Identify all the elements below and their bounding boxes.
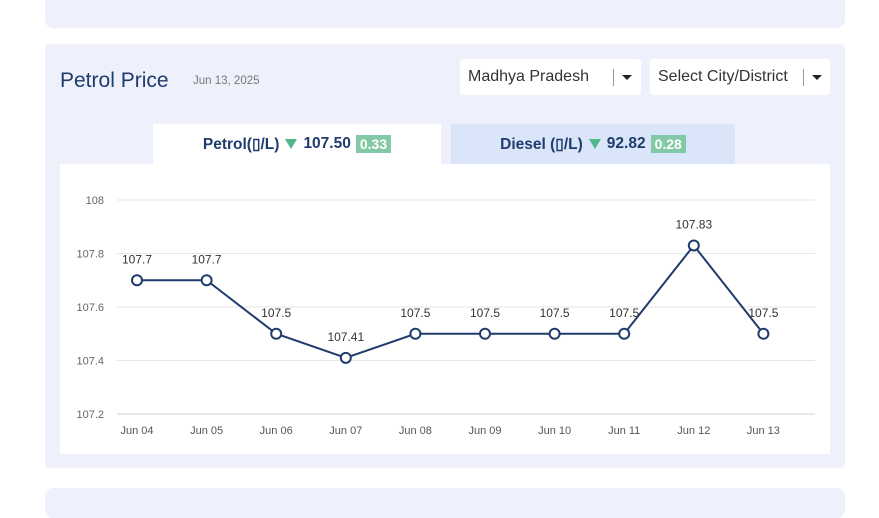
x-tick-label: Jun 08 (399, 425, 432, 437)
petrol-price: 107.50 (303, 135, 351, 152)
y-tick-label: 107.8 (76, 249, 104, 261)
tab-diesel[interactable]: Diesel (▯/L) 92.82 0.28 (451, 124, 735, 164)
x-tick-label: Jun 13 (747, 425, 780, 437)
series-line (137, 243, 765, 359)
data-point (409, 327, 422, 340)
page-title: Petrol Price (60, 69, 169, 92)
data-point (618, 327, 631, 340)
data-point (479, 327, 491, 340)
petrol-price-card: Petrol Price Jun 13, 2025 Madhya Pradesh… (45, 44, 845, 468)
x-tick-label: Jun 05 (190, 425, 223, 437)
down-arrow-icon (588, 139, 601, 149)
data-label: 107.5 (609, 306, 639, 320)
data-point (339, 351, 352, 364)
x-tick-label: Jun 06 (260, 425, 293, 437)
y-tick-label: 108 (86, 195, 104, 207)
data-label: 107.5 (540, 306, 570, 320)
next-card (45, 488, 845, 518)
petrol-tab-label: Petrol(▯/L) (202, 135, 280, 153)
x-tick-label: Jun 04 (120, 425, 153, 437)
data-label: 107.5 (470, 306, 500, 320)
x-tick-label: Jun 07 (329, 425, 362, 437)
data-label: 107.7 (122, 252, 152, 266)
select-divider (803, 69, 804, 86)
price-chart-panel: 107.2 107.4 107.6 107.8 108 Jun 04 Jun 05 Jun 0… (60, 164, 830, 454)
data-point (131, 274, 143, 287)
data-label: 107.83 (675, 217, 712, 231)
data-point (687, 239, 700, 252)
petrol-change-badge: 0.33 (355, 135, 392, 153)
data-point (200, 274, 213, 287)
data-label: 107.41 (327, 330, 364, 344)
x-tick-label: Jun 11 (608, 425, 640, 437)
data-point (757, 327, 770, 340)
price-date: Jun 13, 2025 (193, 75, 260, 87)
diesel-price: 92.82 (606, 135, 646, 152)
state-select[interactable]: Madhya Pradesh (460, 59, 641, 95)
data-label: 107.5 (748, 306, 778, 320)
x-tick-label: Jun 09 (468, 425, 501, 437)
diesel-tab-label: Diesel (▯/L) (500, 135, 583, 153)
tab-petrol[interactable]: Petrol(▯/L) 107.50 0.33 (153, 124, 441, 164)
y-tick-label: 107.6 (76, 302, 104, 314)
x-tick-label: Jun 12 (677, 425, 710, 437)
data-label: 107.7 (192, 252, 222, 266)
down-arrow-icon (285, 139, 298, 149)
y-tick-label: 107.2 (76, 409, 104, 421)
data-label: 107.5 (400, 306, 430, 320)
chevron-down-icon (622, 75, 632, 80)
price-line-chart: 107.2 107.4 107.6 107.8 108 Jun 04 Jun 05 Jun 0… (76, 195, 815, 437)
chevron-down-icon (812, 75, 822, 80)
city-select-placeholder: Select City/District (658, 68, 788, 85)
city-select[interactable]: Select City/District (650, 59, 830, 95)
y-tick-label: 107.4 (76, 356, 104, 368)
data-point (548, 327, 561, 340)
x-tick-label: Jun 10 (538, 425, 571, 437)
state-select-value: Madhya Pradesh (468, 68, 589, 85)
select-divider (613, 69, 614, 86)
data-label: 107.5 (261, 306, 291, 320)
diesel-change-badge: 0.28 (650, 135, 686, 153)
data-point (270, 327, 283, 340)
previous-card (45, 0, 845, 28)
